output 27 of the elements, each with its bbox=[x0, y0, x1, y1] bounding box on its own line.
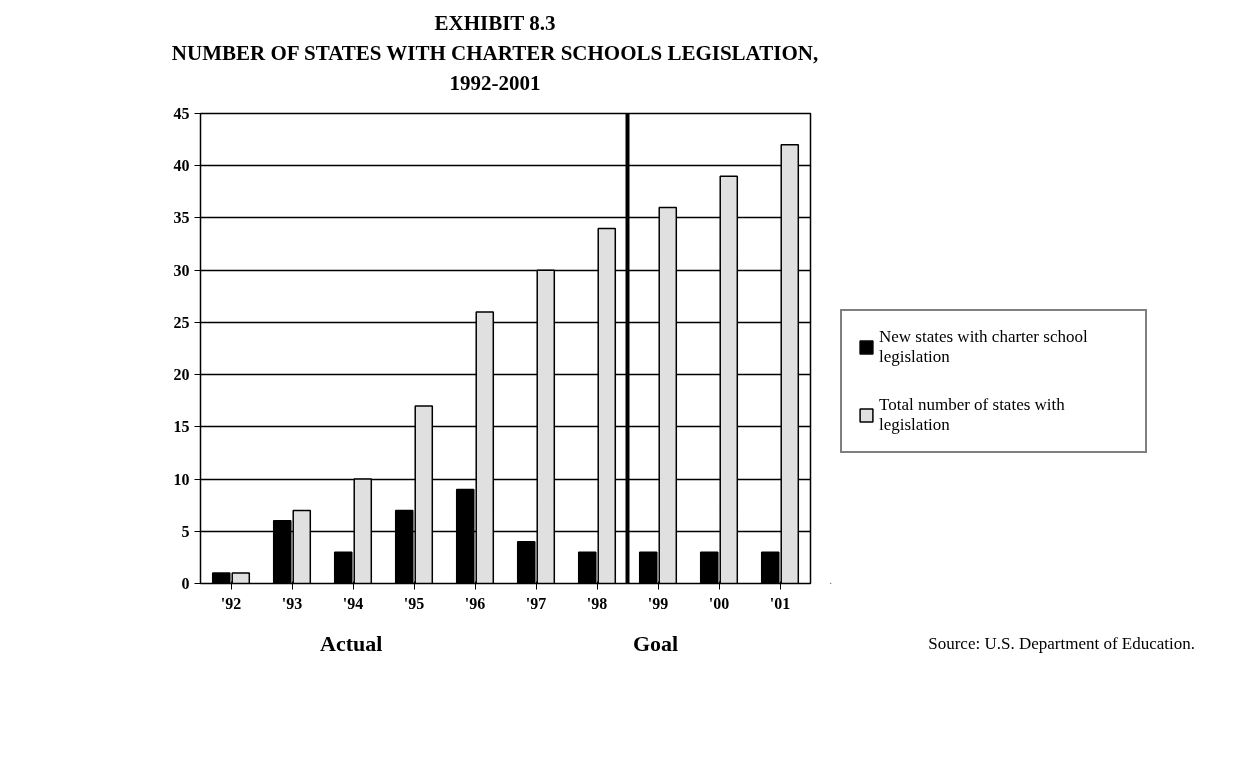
x-tick-label: '93 bbox=[281, 594, 303, 612]
y-tick-label: 40 bbox=[173, 157, 190, 175]
x-tick-label: '00 bbox=[708, 594, 730, 612]
source-note: Source: U.S. Department of Education. bbox=[928, 633, 1195, 655]
y-tick-label: 15 bbox=[173, 418, 190, 436]
x-tick-label: '96 bbox=[464, 594, 486, 612]
x-tick-label: '92 bbox=[220, 594, 242, 612]
x-tick-label: '95 bbox=[403, 594, 425, 612]
y-tick-label: 20 bbox=[173, 366, 190, 384]
x-tick-label: '94 bbox=[342, 594, 364, 612]
y-tick-label: 45 bbox=[173, 105, 190, 122]
text: Actual bbox=[320, 630, 383, 658]
text: Goal bbox=[633, 630, 679, 658]
y-tick-label: 10 bbox=[173, 470, 190, 488]
y-tick-label: 35 bbox=[173, 209, 190, 227]
legend-label: Total number of states with legislation bbox=[879, 395, 1066, 435]
x-tick-label: '98 bbox=[586, 594, 608, 612]
x-tick-label: '01 bbox=[769, 594, 791, 612]
legend-label: New states with charter school legislation bbox=[879, 327, 1089, 367]
chart-subtitle: NUMBER OF STATES WITH CHARTER SCHOOLS LEGISLATION, 1992-2001 bbox=[171, 40, 819, 97]
x-tick-label: '97 bbox=[525, 594, 547, 612]
y-tick-label: 5 bbox=[181, 522, 190, 540]
x-tick-label: '99 bbox=[647, 594, 669, 612]
y-tick-label: 0 bbox=[181, 575, 190, 592]
y-tick-label: 25 bbox=[173, 313, 190, 331]
chart-title: EXHIBIT 8.3 bbox=[433, 10, 557, 37]
y-tick-label: 30 bbox=[173, 261, 190, 279]
